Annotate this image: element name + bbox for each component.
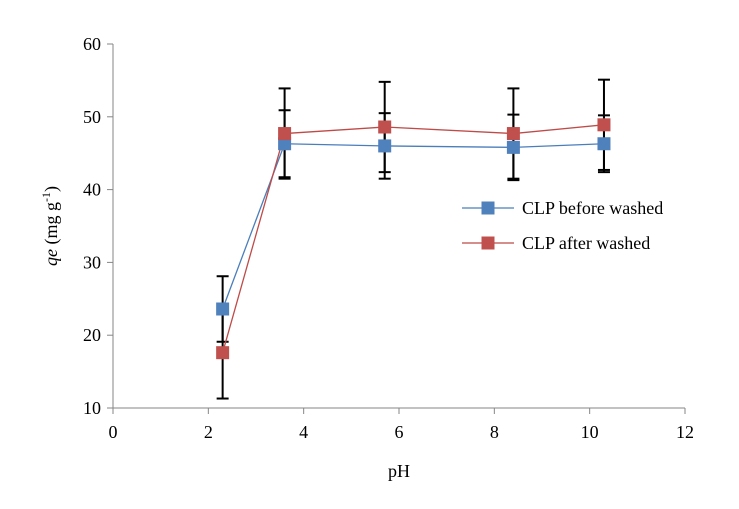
x-tick-label: 10 [581, 422, 599, 442]
x-tick-labels: 0 2 4 6 8 10 12 [109, 422, 695, 442]
data-point [278, 127, 292, 141]
y-tick-label: 30 [83, 252, 101, 272]
y-axis-label-italic: qe [41, 249, 61, 266]
x-axis-label: pH [388, 461, 410, 481]
data-point [597, 137, 611, 151]
data-point [216, 346, 230, 360]
series-line [222, 143, 604, 310]
y-tick-label: 50 [83, 107, 101, 127]
y-axis-label-unit: (mg g [41, 202, 62, 249]
y-tick-label: 10 [83, 398, 101, 418]
y-tick-label: 60 [83, 34, 101, 54]
data-point [278, 137, 292, 151]
axes [107, 43, 686, 414]
legend-marker-before-washed [481, 201, 495, 215]
legend-label-after-washed: CLP after washed [522, 233, 650, 253]
data-point [506, 127, 520, 141]
legend-marker-after-washed [481, 236, 495, 250]
series-markers [216, 118, 611, 360]
y-axis-label-sup: -1 [39, 192, 53, 202]
x-tick-label: 2 [204, 422, 213, 442]
legend-label-before-washed: CLP before washed [522, 198, 663, 218]
y-tick-label: 20 [83, 325, 101, 345]
y-tick-labels: 10 20 30 40 50 60 [83, 34, 101, 418]
data-point [378, 139, 392, 153]
data-point [597, 118, 611, 132]
legend: CLP before washed CLP after washed [462, 198, 663, 253]
x-tick-label: 6 [395, 422, 404, 442]
x-tick-label: 0 [109, 422, 118, 442]
x-tick-label: 8 [490, 422, 499, 442]
data-point [216, 302, 230, 316]
data-point [506, 140, 520, 154]
y-axis-label: qe (mg g-1) [39, 186, 62, 266]
x-tick-label: 12 [676, 422, 694, 442]
y-axis-label-close: ) [41, 186, 62, 192]
y-tick-label: 40 [83, 180, 101, 200]
x-tick-label: 4 [299, 422, 308, 442]
data-point [378, 120, 392, 134]
